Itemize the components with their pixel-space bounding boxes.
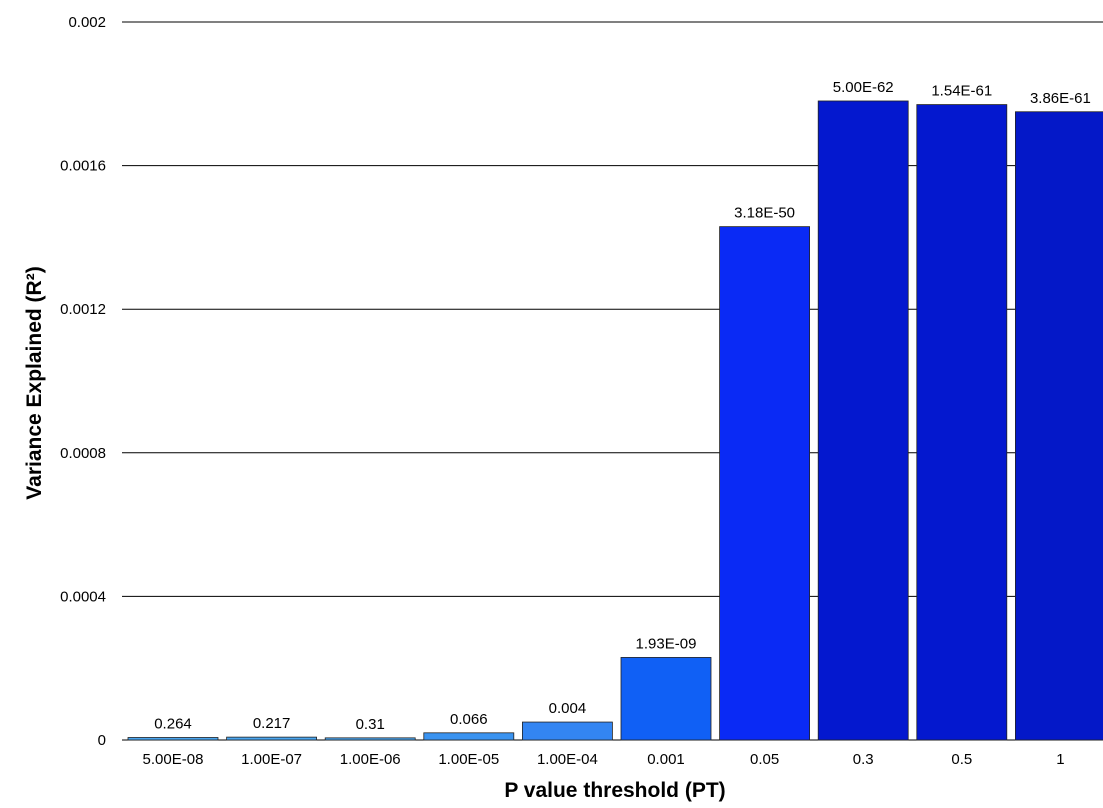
x-tick-label: 5.00E-08 [143, 751, 204, 768]
x-tick-label: 1.00E-06 [340, 751, 401, 768]
bar [916, 104, 1008, 741]
bar-data-label: 0.31 [356, 716, 385, 733]
bar-data-label: 0.004 [549, 700, 587, 717]
bar-data-label: 0.066 [450, 711, 488, 728]
bar-data-label: 0.264 [154, 715, 192, 732]
bar-data-label: 1.93E-09 [636, 635, 697, 652]
y-axis-ticks: 0 0.0004 0.0008 0.0012 0.0016 0.002 [60, 14, 106, 749]
bar-data-label: 1.54E-61 [931, 83, 992, 100]
bar [127, 737, 219, 741]
bar-data-label: 0.217 [253, 715, 291, 732]
y-tick-label: 0.0016 [60, 158, 106, 175]
x-tick-label: 1.00E-05 [438, 751, 499, 768]
y-tick-label: 0.0008 [60, 445, 106, 462]
data-labels: 0.264 0.217 0.31 0.066 0.004 1.93E-09 3.18E-50… [154, 79, 1091, 733]
bar [522, 721, 613, 741]
y-tick-label: 0 [98, 732, 106, 749]
x-tick-label: 1.00E-04 [537, 751, 598, 768]
bar-data-label: 3.86E-61 [1030, 90, 1091, 107]
x-tick-label: 0.3 [853, 751, 874, 768]
y-tick-label: 0.002 [68, 14, 106, 31]
y-tick-label: 0.0004 [60, 588, 106, 605]
bar [1015, 111, 1103, 741]
x-tick-label: 0.05 [750, 751, 779, 768]
bar [324, 737, 416, 741]
x-axis-title: P value threshold (PT) [504, 779, 725, 802]
x-tick-label: 0.5 [951, 751, 972, 768]
bar-data-label: 5.00E-62 [833, 79, 894, 96]
bar [423, 732, 515, 741]
bar [620, 657, 712, 741]
bar [719, 226, 810, 741]
y-axis-title: Variance Explained (R²) [23, 266, 46, 499]
bars [127, 100, 1103, 741]
x-tick-label: 1 [1056, 751, 1064, 768]
y-tick-label: 0.0012 [60, 301, 106, 318]
bar [226, 736, 318, 741]
x-axis-ticks: 5.00E-08 1.00E-07 1.00E-06 1.00E-05 1.00E-04… [143, 751, 1065, 768]
bar-data-label: 3.18E-50 [734, 205, 795, 222]
bar [817, 100, 909, 741]
x-tick-label: 0.001 [647, 751, 685, 768]
x-tick-label: 1.00E-07 [241, 751, 302, 768]
